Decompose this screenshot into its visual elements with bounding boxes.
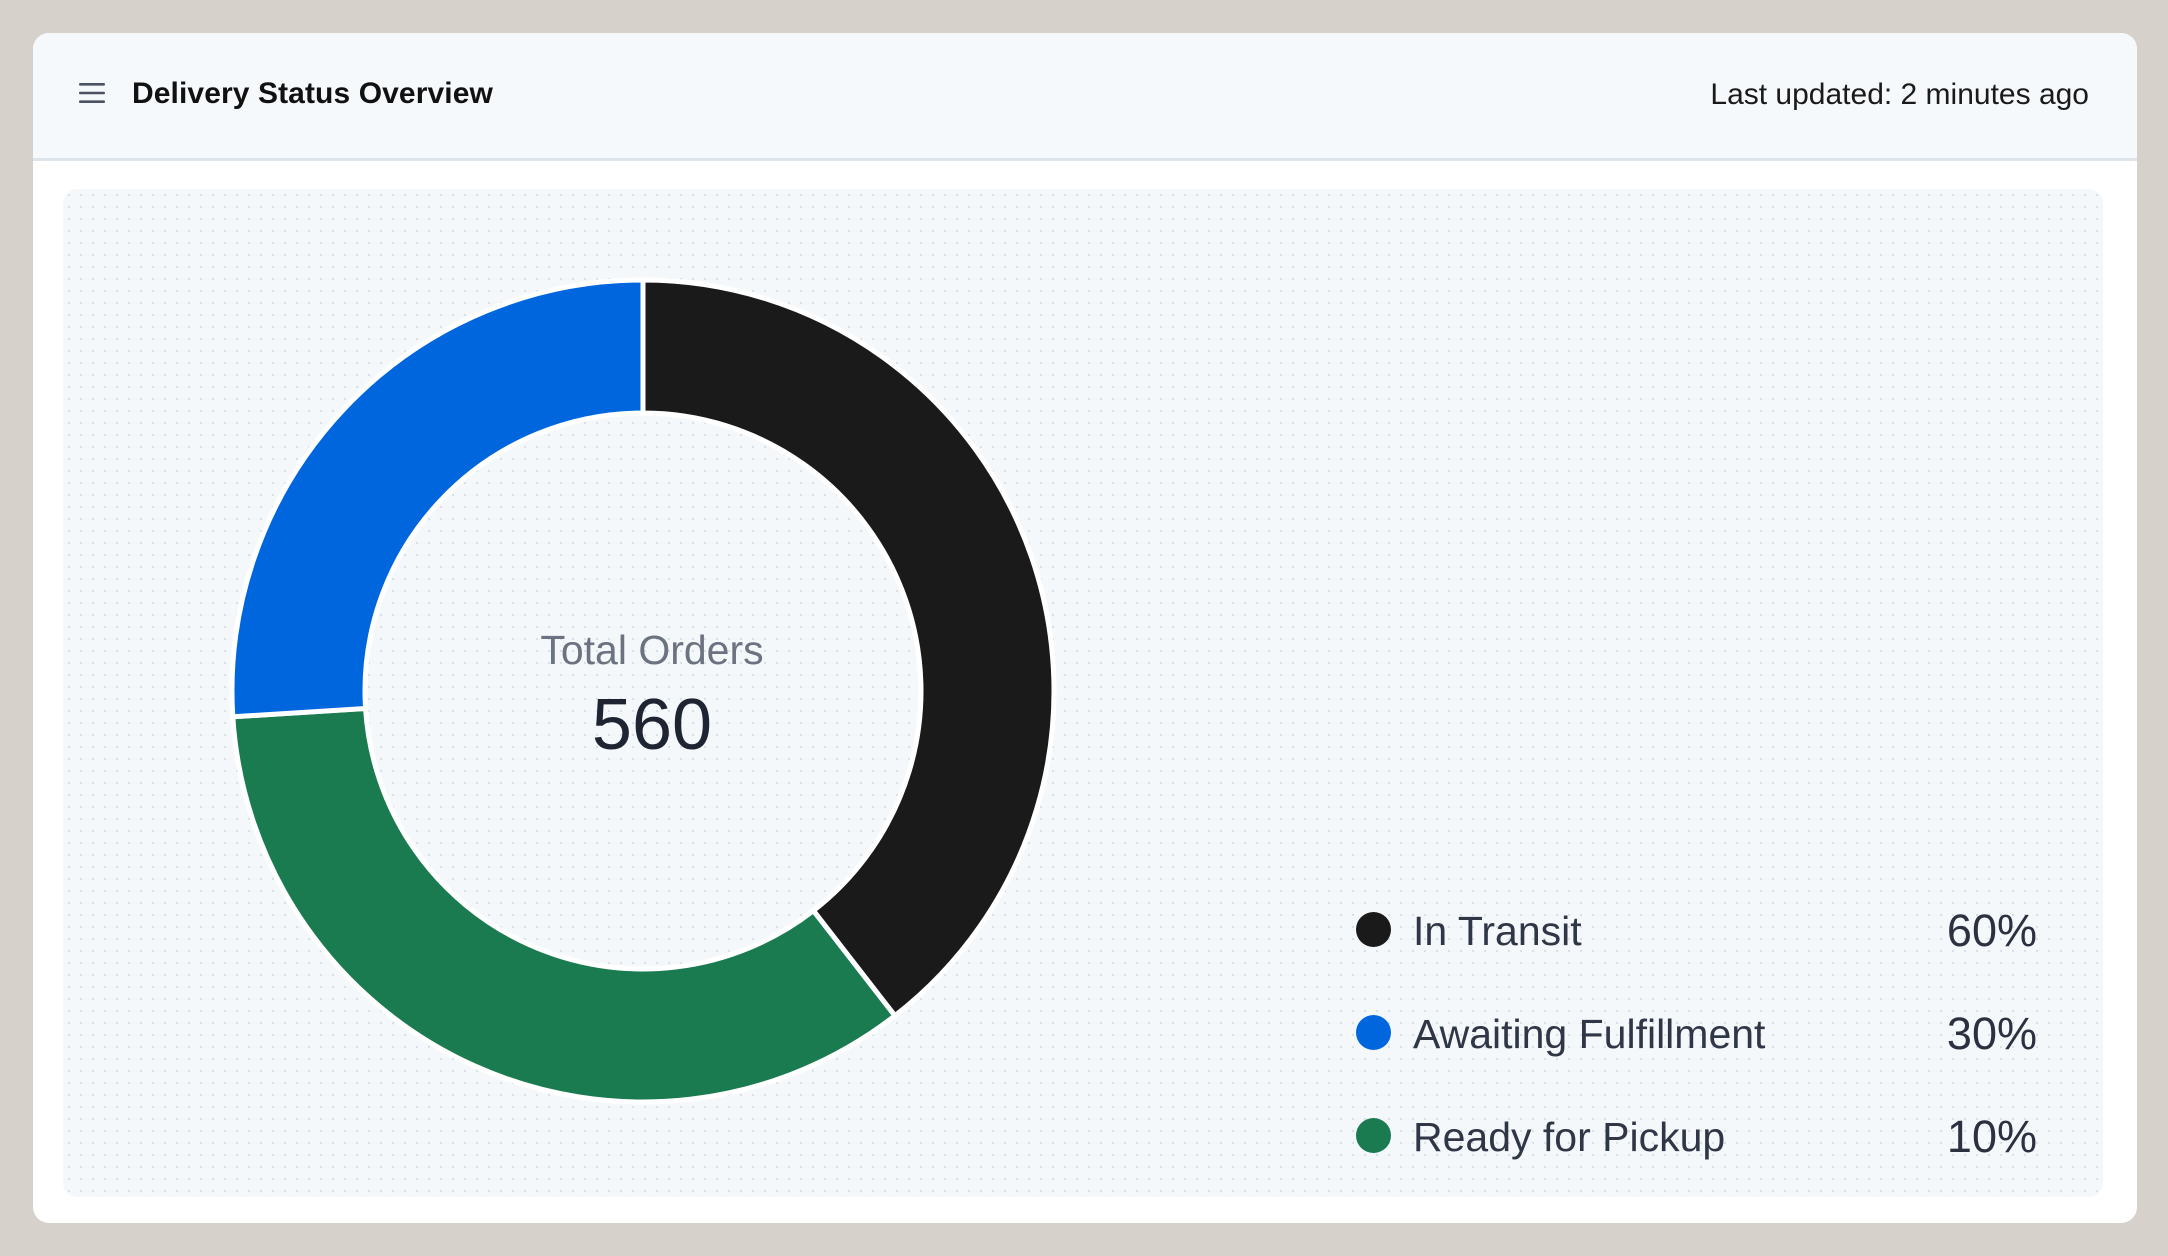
legend-value: 60% bbox=[1946, 905, 2037, 956]
legend-value: 30% bbox=[1946, 1008, 2037, 1059]
donut-slice-awaiting-fulfillment[interactable] bbox=[229, 277, 646, 720]
center-label: Total Orders bbox=[540, 627, 764, 673]
legend-label: Awaiting Fulfillment bbox=[1413, 1011, 1766, 1057]
last-updated-text: Last updated: 2 minutes ago bbox=[1710, 78, 2089, 111]
donut-slice-in-transit[interactable] bbox=[640, 277, 1057, 1020]
hamburger-menu-icon[interactable] bbox=[77, 78, 107, 108]
legend-dot-icon bbox=[1356, 1015, 1391, 1050]
legend-dot-icon bbox=[1356, 912, 1391, 947]
legend-value: 10% bbox=[1946, 1111, 2037, 1162]
donut-slice-ready-for-pickup[interactable] bbox=[230, 705, 899, 1105]
legend-label: In Transit bbox=[1413, 908, 1582, 954]
legend-item-ready-for-pickup[interactable]: Ready for Pickup 10% bbox=[1352, 1101, 2068, 1171]
legend-item-in-transit[interactable]: In Transit 60% bbox=[1352, 895, 2068, 965]
donut-slices bbox=[229, 277, 1057, 1105]
card-header: Delivery Status Overview Last updated: 2… bbox=[33, 33, 2137, 161]
page-title: Delivery Status Overview bbox=[132, 77, 493, 110]
legend-label: Ready for Pickup bbox=[1413, 1114, 1726, 1160]
center-value: 560 bbox=[591, 685, 713, 765]
legend-item-awaiting-fulfillment[interactable]: Awaiting Fulfillment 30% bbox=[1352, 998, 2068, 1068]
legend-dot-icon bbox=[1356, 1118, 1391, 1153]
